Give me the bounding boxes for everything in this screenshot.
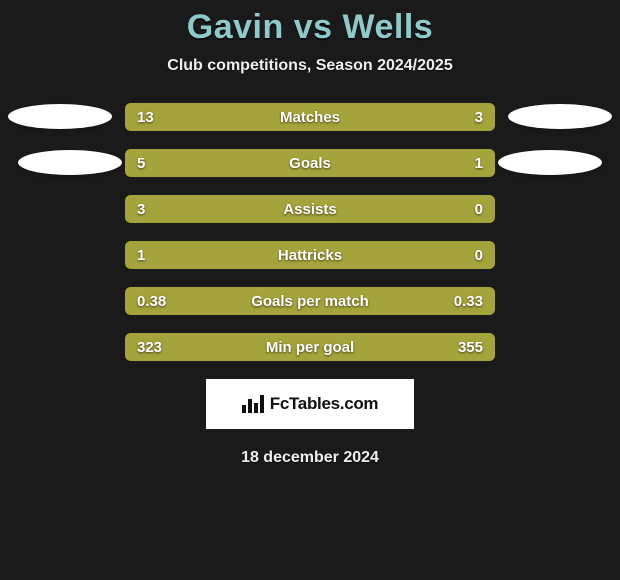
bar-segment-b [432,149,495,177]
page-title: Gavin vs Wells [187,8,433,47]
comparison-chart: 13 Matches 3 5 Goals 1 3 Assists 0 1 [0,103,620,361]
brand-text: FcTables.com [270,394,379,414]
stat-bar: 5 Goals 1 [125,149,495,177]
stat-row: 13 Matches 3 [0,103,620,131]
stat-bar: 0.38 Goals per match 0.33 [125,287,495,315]
stat-row: 0.38 Goals per match 0.33 [0,287,620,315]
stat-row: 323 Min per goal 355 [0,333,620,361]
bar-segment-a [125,241,495,269]
stat-row: 3 Assists 0 [0,195,620,223]
player-b-logo [508,104,612,129]
footer-date: 18 december 2024 [241,449,379,467]
stat-row: 5 Goals 1 [0,149,620,177]
bar-segment-b [391,103,495,131]
brand-watermark: FcTables.com [206,379,414,429]
bar-segment-a [125,333,317,361]
player-b-logo [498,150,602,175]
stat-row: 1 Hattricks 0 [0,241,620,269]
bar-segment-a [125,287,321,315]
bar-segment-a [125,149,432,177]
bar-chart-icon [242,395,264,413]
stat-bar: 13 Matches 3 [125,103,495,131]
bar-segment-b [321,287,495,315]
player-a-logo [18,150,122,175]
player-a-logo [8,104,112,129]
bar-segment-a [125,103,391,131]
stat-bar: 1 Hattricks 0 [125,241,495,269]
page-subtitle: Club competitions, Season 2024/2025 [167,57,452,75]
stat-bar: 3 Assists 0 [125,195,495,223]
bar-segment-a [125,195,495,223]
bar-segment-b [317,333,495,361]
stat-bar: 323 Min per goal 355 [125,333,495,361]
